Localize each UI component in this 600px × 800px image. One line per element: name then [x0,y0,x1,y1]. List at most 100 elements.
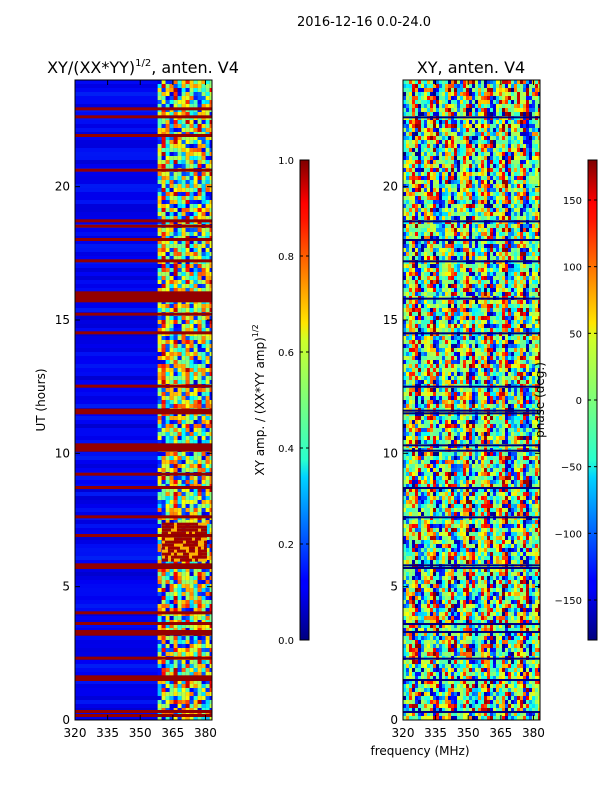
phase-cell [415,124,418,128]
phase-cell [403,348,406,352]
amp-cell [161,120,166,124]
phase-cell [427,368,430,372]
phase-cell [430,280,433,284]
amp-patch-cell [161,540,165,544]
phase-cell [445,232,448,236]
phase-cell [430,360,433,364]
phase-cell [424,536,427,540]
amp-cell [209,644,212,648]
amp-cell [157,324,162,328]
phase-cell [412,432,415,436]
amp-cell [209,540,212,544]
amp-cell [181,604,186,608]
phase-cell [403,268,406,272]
amp-cell [205,548,210,552]
phase-cell [409,124,412,128]
amp-patch-cell [203,558,207,562]
phase-cell [439,508,442,512]
amp-cell [209,624,212,628]
amp-cell [193,176,198,180]
amp-cell [181,404,186,408]
amp-cell [205,580,210,584]
amp-cell [177,324,182,328]
phase-cell [439,380,442,384]
amp-cell [165,684,170,688]
phase-cell [403,128,406,132]
amp-cell [169,420,174,424]
amp-cell [165,280,170,284]
phase-cell [409,640,412,644]
amp-cell [165,660,170,664]
phase-cell [439,236,442,240]
amp-cell [185,156,190,160]
amp-cell [205,152,210,156]
phase-cell [409,284,412,288]
amp-cell [165,352,170,356]
phase-cell [406,480,409,484]
amp-cell [209,256,212,260]
amp-cell [201,376,206,380]
phase-cell [424,216,427,220]
phase-cell [418,304,421,308]
amp-cell [157,180,162,184]
phase-cell [421,80,424,84]
amp-cell [185,104,190,108]
amp-cell [165,716,170,720]
phase-cell [424,440,427,444]
phase-cell [412,280,415,284]
phase-cell [436,352,439,356]
phase-cell [424,428,427,432]
amp-cell [177,672,182,676]
phase-cell [439,92,442,96]
phase-cell [403,560,406,564]
amp-cell [181,176,186,180]
amp-patch-cell [197,555,201,559]
amp-cell [173,428,178,432]
amp-cell [161,700,166,704]
amp-cell [185,636,190,640]
phase-cell [412,196,415,200]
phase-cell [445,300,448,304]
amp-cell [205,392,210,396]
amp-cell [185,200,190,204]
phase-cell [403,640,406,644]
phase-cell [406,544,409,548]
phase-cell [436,692,439,696]
amp-cell [197,212,202,216]
phase-cell [418,388,421,392]
phase-cell [418,540,421,544]
amp-cell [157,540,162,544]
phase-cell [403,596,406,600]
amp-cell [197,320,202,324]
amp-cell [173,660,178,664]
amp-patch-cell [197,528,201,532]
phase-cell [439,272,442,276]
phase-cell [439,460,442,464]
phase-cell [433,264,436,268]
phase-cell [430,388,433,392]
amp-cell [177,660,182,664]
amp-cell [169,252,174,256]
phase-cell [415,596,418,600]
amp-cell [169,176,174,180]
phase-cell [403,140,406,144]
phase-cell [412,668,415,672]
phase-cell [442,484,445,488]
amp-cell [201,252,206,256]
phase-cell [424,404,427,408]
phase-cell [403,652,406,656]
amp-cell [157,700,162,704]
amp-row-low [75,396,158,400]
amp-cell [205,568,210,572]
phase-cell [442,504,445,508]
phase-cell [421,180,424,184]
amp-cell [189,320,194,324]
phase-cell [421,420,424,424]
phase-cell [409,308,412,312]
amp-cell [165,336,170,340]
phase-cell [403,272,406,276]
amp-cell [201,276,206,280]
amp-cell [157,456,162,460]
amp-cell [161,248,166,252]
phase-cell [424,484,427,488]
